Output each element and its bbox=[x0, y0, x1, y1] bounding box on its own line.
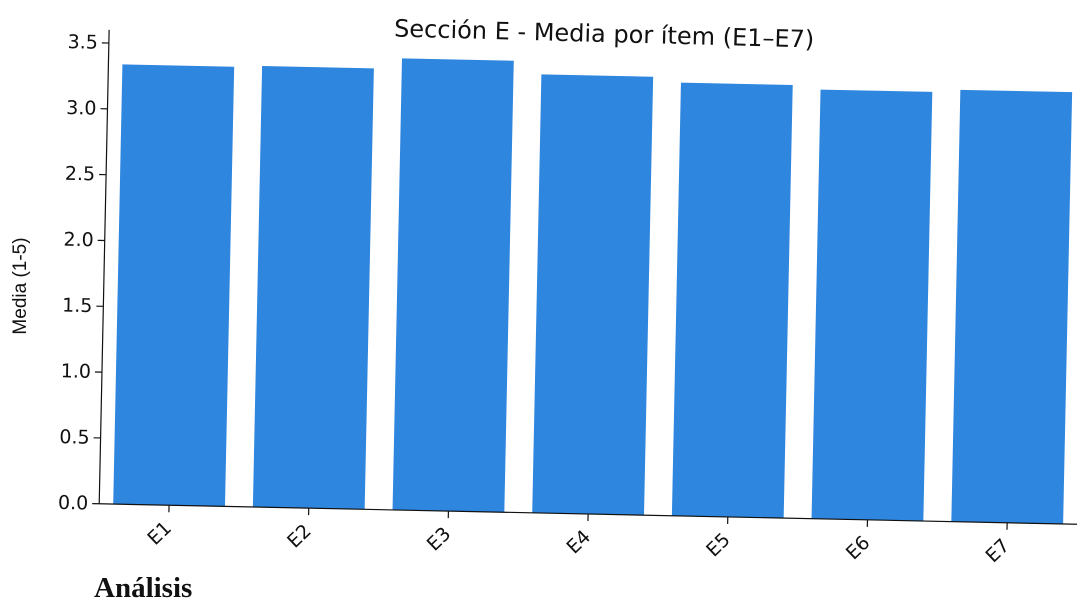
y-tick-label: 0.0 bbox=[58, 492, 89, 515]
bar-e2 bbox=[252, 65, 374, 510]
x-tick-label: E7 bbox=[981, 535, 1014, 568]
section-heading: Análisis bbox=[94, 572, 193, 604]
bar-e1 bbox=[113, 64, 235, 507]
x-tick-label: E2 bbox=[283, 520, 316, 553]
y-axis-label: Media (1-5) bbox=[10, 237, 31, 334]
bar-e7 bbox=[951, 89, 1073, 524]
bar-e4 bbox=[532, 74, 654, 516]
y-tick-label: 2.5 bbox=[65, 163, 96, 186]
bar-e3 bbox=[392, 58, 514, 513]
y-axis-line bbox=[98, 29, 110, 504]
x-tick-label: E3 bbox=[423, 523, 456, 556]
x-tick-label: E1 bbox=[143, 517, 176, 550]
chart-title: Sección E - Media por ítem (E1–E7) bbox=[394, 15, 815, 54]
bar-e5 bbox=[671, 82, 793, 519]
y-tick-label: 2.0 bbox=[63, 229, 94, 252]
bar-e6 bbox=[811, 89, 933, 522]
x-tick-label: E6 bbox=[842, 532, 875, 565]
y-tick-label: 3.5 bbox=[67, 31, 98, 54]
y-tick-label: 3.0 bbox=[66, 97, 97, 120]
x-tick-label: E5 bbox=[702, 529, 735, 562]
bars-group bbox=[113, 58, 1073, 524]
y-tick-label: 1.5 bbox=[62, 294, 93, 317]
y-tick-label: 0.5 bbox=[59, 426, 90, 449]
y-ticks-group: 0.0 0.5 1.0 1.5 2.0 2.5 3.0 3.5 bbox=[58, 31, 109, 515]
plot-area: 0.0 0.5 1.0 1.5 2.0 2.5 3.0 3.5 E1 E2 E3 E4 E5 E6 E7 bbox=[58, 29, 1078, 568]
x-tick-label: E4 bbox=[562, 526, 595, 559]
y-tick-label: 1.0 bbox=[61, 360, 92, 383]
bar-chart: Sección E - Media por ítem (E1–E7) Media… bbox=[10, 15, 1078, 568]
